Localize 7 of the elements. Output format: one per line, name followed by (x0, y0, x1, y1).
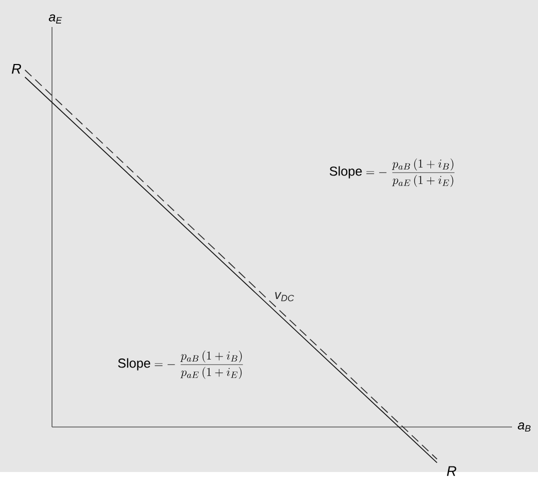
series-label: v$_{DC}$ (275, 292, 294, 302)
x-axis-title: a$_{B}$ (518, 422, 531, 432)
series-label: R (12, 64, 22, 74)
text: R (446, 466, 456, 476)
annotation: $\mathrm{Slope} = -\ \frac{p_{aB}\,(1+i_{B})}{p_{aE}\,(1+i_{E})}$ (330, 158, 454, 187)
y-axis-title: a$_{E}$ (48, 14, 62, 24)
annotation: $\mathrm{Slope} = -\ \frac{p_{aB}\,(1+i_{B})}{p_{aE}\,(1+i_{E})}$ (118, 350, 243, 379)
